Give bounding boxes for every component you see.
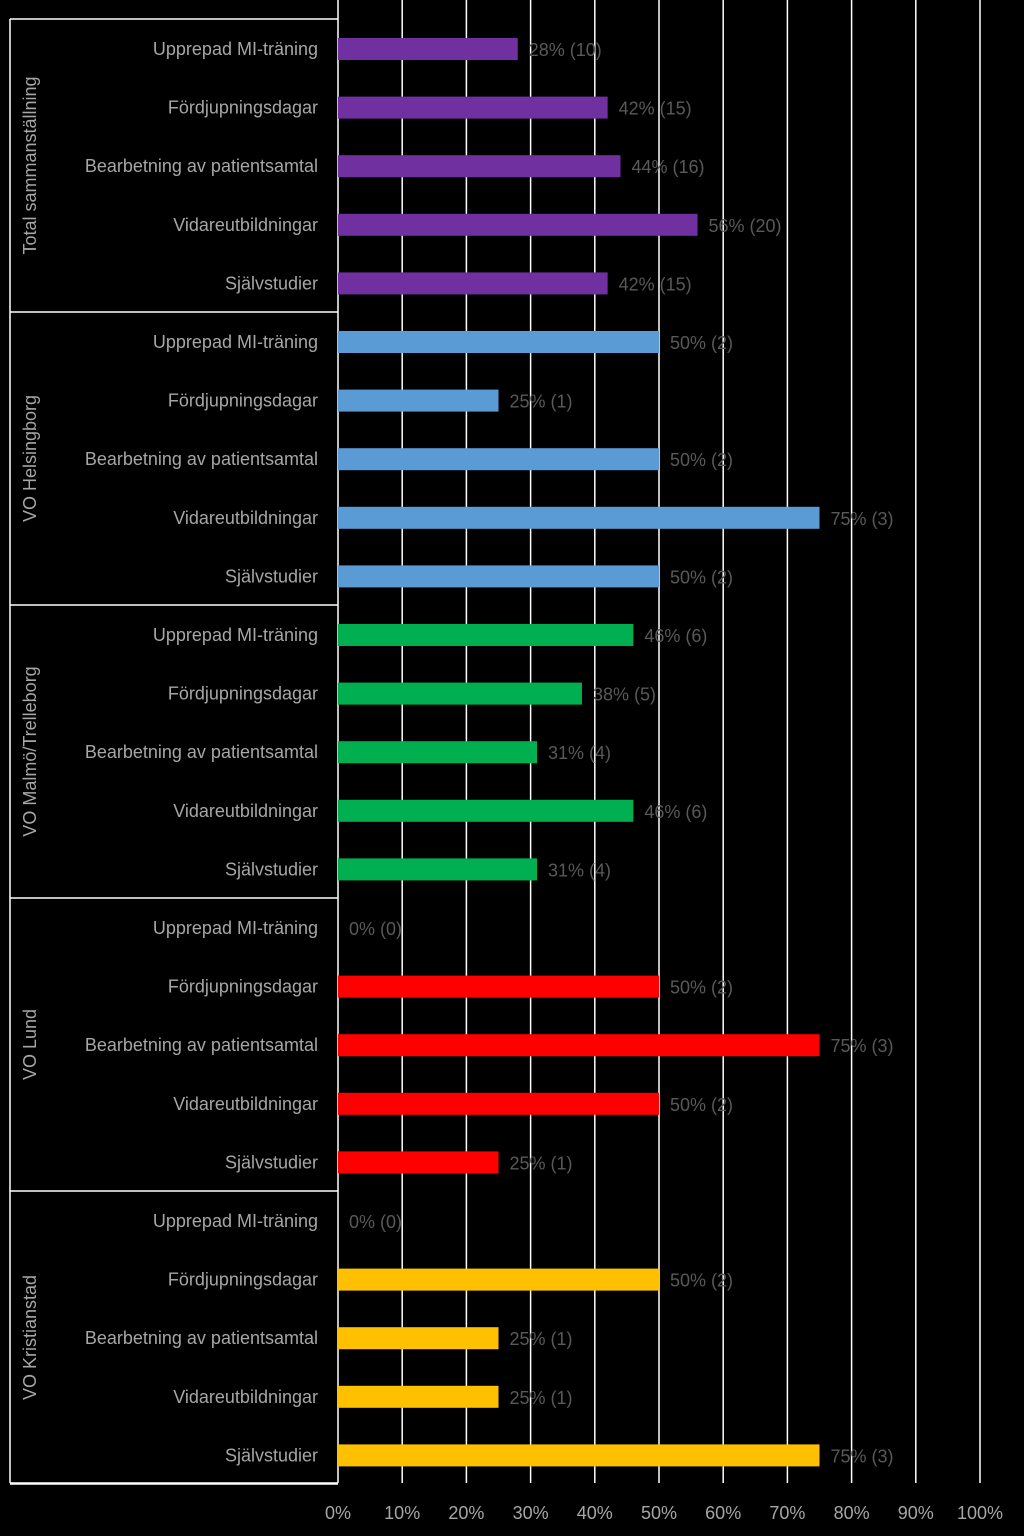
data-label: 0% (0): [349, 1212, 402, 1232]
group-label: VO Helsingborg: [20, 395, 40, 522]
bar: [338, 858, 538, 881]
bar: [338, 96, 608, 119]
x-tick-label: 70%: [769, 1503, 805, 1523]
group-label: Total sammanställning: [20, 76, 40, 254]
category-label: Bearbetning av patientsamtal: [85, 1035, 318, 1055]
category-label: Självstudier: [225, 566, 318, 586]
x-tick-label: 100%: [957, 1503, 1003, 1523]
x-tick-label: 30%: [513, 1503, 549, 1523]
group-label: VO Kristianstad: [20, 1275, 40, 1400]
bar: [338, 155, 621, 178]
data-label: 50% (2): [670, 1095, 733, 1115]
bar: [338, 1268, 659, 1291]
bar: [338, 741, 538, 764]
category-label: Bearbetning av patientsamtal: [85, 1328, 318, 1348]
x-tick-label: 10%: [384, 1503, 420, 1523]
bar: [338, 1385, 499, 1408]
bar: [338, 565, 659, 588]
bar: [338, 272, 608, 295]
x-tick-label: 50%: [641, 1503, 677, 1523]
bar: [338, 213, 698, 236]
x-tick-label: 90%: [898, 1503, 934, 1523]
category-label: Fördjupningsdagar: [168, 1270, 318, 1290]
category-label: Vidareutbildningar: [173, 1387, 318, 1407]
data-label: 31% (4): [548, 743, 611, 763]
category-label: Fördjupningsdagar: [168, 391, 318, 411]
data-label: 50% (2): [670, 333, 733, 353]
category-label: Bearbetning av patientsamtal: [85, 449, 318, 469]
data-label: 50% (2): [670, 1271, 733, 1291]
data-label: 42% (15): [619, 274, 692, 294]
data-label: 38% (5): [593, 685, 656, 705]
bar: [338, 975, 659, 998]
data-label: 75% (3): [831, 1446, 894, 1466]
x-tick-label: 0%: [325, 1503, 351, 1523]
bar: [338, 448, 659, 471]
category-label: Upprepad MI-träning: [153, 1211, 318, 1231]
category-label: Upprepad MI-träning: [153, 332, 318, 352]
bar: [338, 389, 499, 412]
data-label: 50% (2): [670, 978, 733, 998]
category-label: Fördjupningsdagar: [168, 977, 318, 997]
data-label: 31% (4): [548, 860, 611, 880]
bar: [338, 506, 820, 529]
x-tick-label: 80%: [834, 1503, 870, 1523]
category-label: Vidareutbildningar: [173, 508, 318, 528]
category-label: Självstudier: [225, 1445, 318, 1465]
data-label: 75% (3): [831, 509, 894, 529]
data-label: 25% (1): [510, 1329, 573, 1349]
x-tick-label: 40%: [577, 1503, 613, 1523]
x-tick-label: 60%: [705, 1503, 741, 1523]
bar: [338, 799, 634, 822]
data-label: 50% (2): [670, 567, 733, 587]
data-label: 50% (2): [670, 450, 733, 470]
data-label: 56% (20): [709, 216, 782, 236]
data-label: 28% (10): [529, 40, 602, 60]
category-label: Vidareutbildningar: [173, 215, 318, 235]
category-label: Fördjupningsdagar: [168, 684, 318, 704]
category-label: Vidareutbildningar: [173, 801, 318, 821]
category-label: Självstudier: [225, 1152, 318, 1172]
data-label: 25% (1): [510, 1388, 573, 1408]
data-label: 0% (0): [349, 919, 402, 939]
category-label: Bearbetning av patientsamtal: [85, 156, 318, 176]
data-label: 25% (1): [510, 1153, 573, 1173]
bar: [338, 1034, 820, 1057]
x-tick-label: 20%: [448, 1503, 484, 1523]
bar: [338, 1151, 499, 1174]
bar: [338, 624, 634, 646]
category-label: Upprepad MI-träning: [153, 39, 318, 59]
category-label: Upprepad MI-träning: [153, 918, 318, 938]
category-label: Självstudier: [225, 859, 318, 879]
category-label: Självstudier: [225, 273, 318, 293]
group-label: VO Malmö/Trelleborg: [20, 666, 40, 836]
data-label: 42% (15): [619, 99, 692, 119]
category-label: Upprepad MI-träning: [153, 625, 318, 645]
data-label: 44% (16): [631, 157, 704, 177]
bar: [338, 331, 659, 353]
data-label: 46% (6): [644, 626, 707, 646]
data-label: 46% (6): [644, 802, 707, 822]
group-label: VO Lund: [20, 1009, 40, 1080]
bar: [338, 38, 518, 60]
bar: [338, 1092, 659, 1115]
category-label: Vidareutbildningar: [173, 1094, 318, 1114]
bar: [338, 682, 582, 705]
category-label: Fördjupningsdagar: [168, 98, 318, 118]
bar: [338, 1327, 499, 1350]
bar: [338, 1444, 820, 1467]
data-label: 25% (1): [510, 392, 573, 412]
data-label: 75% (3): [831, 1036, 894, 1056]
category-label: Bearbetning av patientsamtal: [85, 742, 318, 762]
